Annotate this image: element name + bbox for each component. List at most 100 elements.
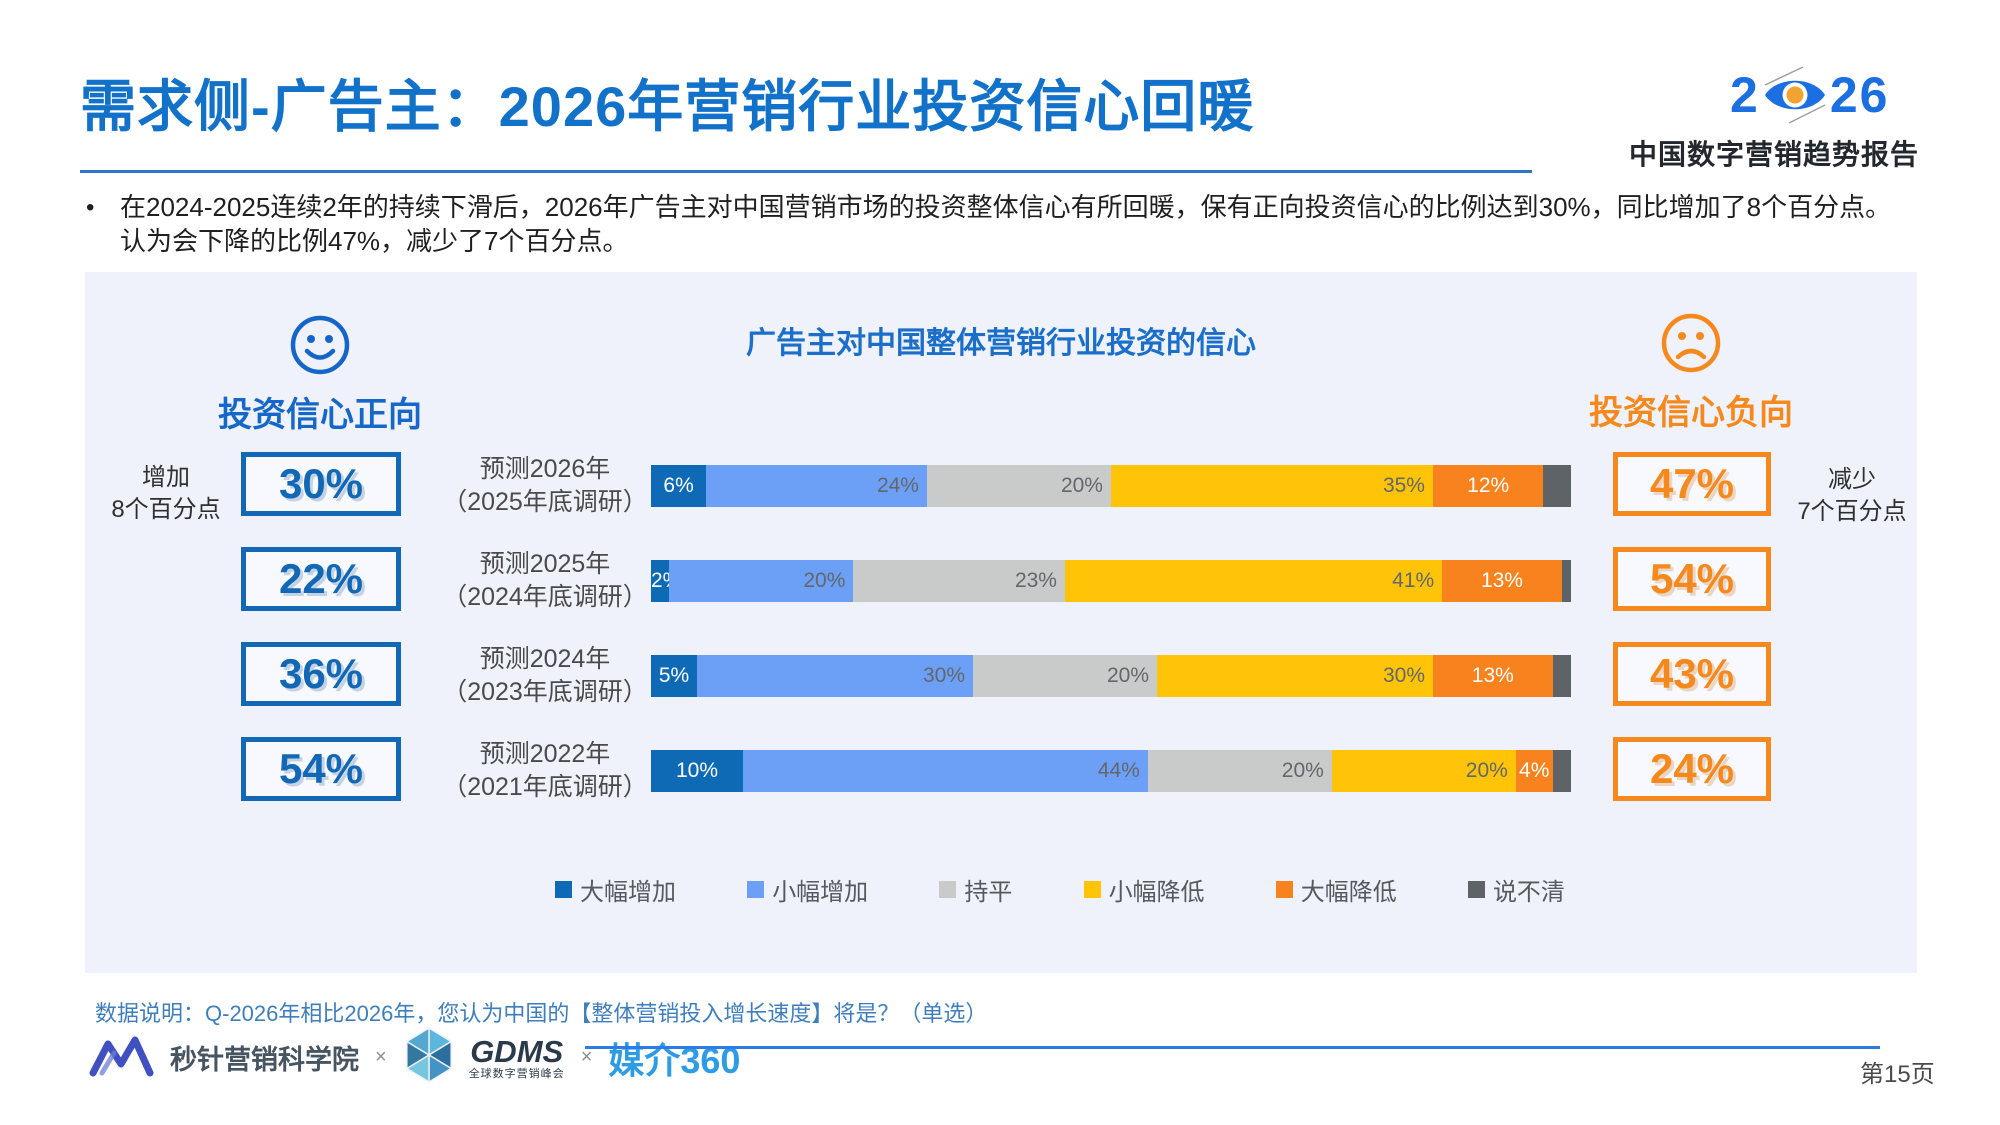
bar-segment-value: 23% — [1014, 569, 1057, 592]
brand-year-suffix: 26 — [1829, 67, 1890, 123]
bar-segment: 6% — [651, 465, 707, 507]
bar-segment-value: 20% — [1281, 759, 1324, 782]
gdms-logo-icon — [403, 1026, 455, 1089]
bar-segment: 20% — [1331, 750, 1516, 792]
sad-face-icon — [1660, 312, 1722, 379]
bar-segment-value: 12% — [1467, 474, 1510, 497]
positive-note-line2: 8个百分点 — [111, 496, 221, 524]
legend-swatch-icon — [939, 881, 957, 898]
negative-mood: 投资信心负向 — [1541, 312, 1841, 434]
gdms-name: GDMS — [470, 1033, 564, 1069]
data-source-note: 数据说明：Q-2026年相比2026年，您认为中国的【整体营销投入增长速度】将是… — [95, 1001, 988, 1026]
legend-swatch-icon — [1083, 881, 1101, 898]
chart-panel: 投资信心正向 广告主对中国整体营销行业投资的信心 投资信心负向 增加 8个百分点… — [85, 272, 1917, 973]
bar-segment-value: 24% — [876, 474, 919, 497]
bar-segment: 20% — [926, 465, 1111, 507]
bar-segment-value: 41% — [1392, 569, 1435, 592]
bar-segment: 23% — [853, 560, 1065, 602]
bar-segment: 20% — [669, 560, 854, 602]
gdms-logo-text: GDMS 全球数字营销峰会 — [469, 1036, 565, 1080]
brand-logo: 2 26 — [1730, 66, 1889, 124]
bar-segment-value: 13% — [1471, 664, 1514, 687]
bar-segment-value: 4% — [1519, 759, 1550, 782]
bar-segment: 12% — [1432, 465, 1544, 507]
legend-item: 持平 — [939, 872, 1012, 907]
legend-item: 小幅增加 — [747, 872, 868, 907]
bar-segment — [1552, 750, 1571, 792]
row-label: 预测2026年 （2025年底调研） — [442, 454, 648, 517]
bar-segment-value: 20% — [1465, 759, 1508, 782]
partner-logos: 秒针营销科学院 × GDMS 全球数字营销峰会 × 媒介360 — [88, 1026, 740, 1089]
brand-year-prefix: 2 — [1730, 67, 1760, 123]
legend-label: 大幅降低 — [1300, 879, 1397, 906]
positive-change-note: 增加 8个百分点 — [91, 462, 241, 527]
bar-segment-value: 35% — [1382, 474, 1425, 497]
bar-segment — [1552, 655, 1571, 697]
partner-separator: × — [580, 1046, 593, 1068]
legend-item: 说不清 — [1467, 872, 1565, 907]
negative-score-box: 47% — [1613, 452, 1771, 516]
bar-segment-value: 2% — [651, 569, 682, 592]
bar-segment-value: 20% — [1106, 664, 1149, 687]
title-underline — [80, 170, 1532, 173]
negative-note-line2: 7个百分点 — [1797, 498, 1907, 526]
positive-score-box: 54% — [241, 737, 401, 801]
bar-segment: 5% — [651, 655, 697, 697]
confidence-bar: 2% 20% 23% 41% 13% — [651, 560, 1571, 602]
legend-swatch-icon — [747, 881, 765, 898]
bar-segment: 41% — [1064, 560, 1443, 602]
bar-segment: 30% — [697, 655, 973, 697]
positive-mood: 投资信心正向 — [170, 314, 470, 436]
positive-note-line1: 增加 — [142, 464, 190, 491]
negative-change-note: 减少 7个百分点 — [1777, 464, 1927, 529]
row-label: 预测2024年 （2023年底调研） — [442, 644, 648, 707]
bar-segment: 30% — [1157, 655, 1433, 697]
negative-score-box: 43% — [1613, 642, 1771, 706]
bar-segment-value: 6% — [663, 474, 694, 497]
legend-item: 大幅增加 — [555, 872, 676, 907]
bar-segment-value: 5% — [658, 664, 690, 687]
bar-segment: 20% — [1147, 750, 1332, 792]
negative-mood-label: 投资信心负向 — [1589, 394, 1793, 432]
positive-score-box: 30% — [241, 452, 401, 516]
legend-label: 持平 — [964, 879, 1013, 906]
chart-title: 广告主对中国整体营销行业投资的信心 — [746, 327, 1256, 360]
legend-label: 说不清 — [1492, 879, 1565, 906]
partner-separator: × — [375, 1046, 387, 1068]
legend-swatch-icon — [1275, 881, 1293, 898]
bar-segment-value: 20% — [1060, 474, 1103, 497]
brand-subtitle: 中国数字营销趋势报告 — [1628, 139, 1919, 170]
chart-legend: 大幅增加 小幅增加 持平 小幅降低 大幅降低 说不清 — [555, 872, 1565, 907]
legend-item: 大幅降低 — [1275, 872, 1397, 907]
legend-label: 小幅增加 — [772, 879, 869, 906]
row-label: 预测2025年 （2024年底调研） — [442, 549, 648, 612]
legend-label: 小幅降低 — [1108, 879, 1205, 906]
bar-segment: 20% — [973, 655, 1157, 697]
positive-score-box: 36% — [241, 642, 401, 706]
bar-segment: 35% — [1110, 465, 1433, 507]
bullet-dot: • — [86, 194, 95, 221]
row-label: 预测2022年 （2021年底调研） — [442, 739, 648, 802]
bar-segment — [1561, 560, 1571, 602]
bar-segment: 4% — [1515, 750, 1553, 792]
bar-segment-value: 13% — [1480, 569, 1523, 592]
page-number: 第15页 — [1860, 1061, 1935, 1088]
eye-icon — [1763, 66, 1827, 124]
legend-label: 大幅增加 — [580, 879, 676, 906]
partner-miaozhen-label: 秒针营销科学院 — [170, 1045, 359, 1075]
bar-segment-value: 44% — [1097, 759, 1140, 782]
negative-score-box: 24% — [1613, 737, 1771, 801]
miaozhen-logo-icon — [88, 1031, 156, 1084]
footer-divider-line — [585, 1046, 1880, 1049]
confidence-bar: 5% 30% 20% 30% 13% — [651, 655, 1571, 697]
chart-row: 22% 预测2025年 （2024年底调研） 2% 20% 23% 41% 13% 54% — [85, 547, 1917, 631]
legend-swatch-icon — [555, 881, 572, 898]
smiley-face-icon — [289, 314, 351, 381]
bar-segment: 2% — [651, 560, 682, 602]
gdms-subtitle: 全球数字营销峰会 — [468, 1067, 565, 1080]
negative-score-box: 54% — [1613, 547, 1771, 611]
bar-segment-value: 30% — [922, 664, 965, 687]
summary-bullet: • 在2024-2025连续2年的持续下滑后，2026年广告主对中国营销市场的投… — [86, 190, 1916, 259]
bar-segment — [1543, 465, 1571, 507]
